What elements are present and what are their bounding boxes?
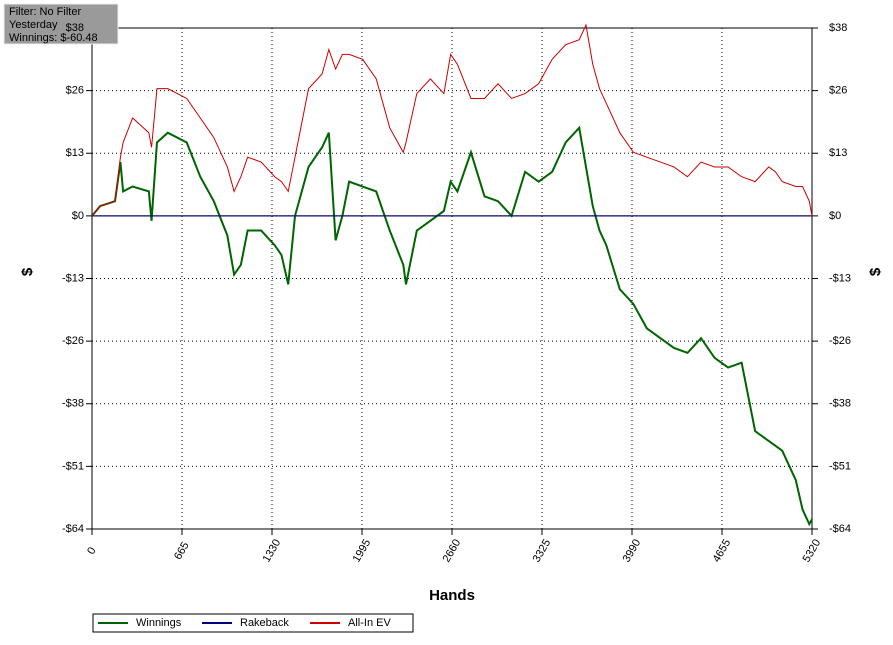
legend-label: Rakeback	[240, 617, 289, 629]
y-tick-label: $13	[66, 147, 84, 159]
y-tick-label: -$38	[62, 398, 84, 410]
x-tick-label: 4655	[711, 537, 734, 564]
x-tick-label: 3325	[531, 537, 554, 564]
y2-tick-label: -$13	[829, 272, 851, 284]
y2-tick-label: -$64	[829, 523, 851, 535]
x-tick-label: 665	[172, 540, 192, 562]
y-tick-label: -$64	[62, 523, 84, 535]
y2-tick-label: $26	[829, 85, 847, 97]
y2-tick-label: $38	[829, 22, 847, 34]
y-tick-label: -$26	[62, 335, 84, 347]
y-tick-label: $0	[72, 210, 84, 222]
y2-axis-label: $	[867, 267, 884, 276]
y-axis-label: $	[19, 267, 36, 276]
y-tick-label: -$51	[62, 460, 84, 472]
legend-label: All-In EV	[348, 617, 391, 629]
series-line	[91, 23, 813, 217]
legend-label: Winnings	[136, 617, 182, 629]
series-line	[91, 125, 813, 527]
y2-tick-label: -$51	[829, 460, 851, 472]
y2-tick-label: $13	[829, 147, 847, 159]
y2-tick-label: -$26	[829, 335, 851, 347]
x-tick-label: 5320	[801, 537, 824, 564]
y-tick-label: $26	[66, 85, 84, 97]
x-axis-label: Hands	[429, 587, 475, 604]
x-tick-label: 1330	[261, 537, 284, 564]
info-box	[3, 3, 119, 45]
info-line: Filter: No Filter	[9, 6, 81, 18]
legend	[92, 613, 414, 633]
info-line: Winnings: $-60.48	[9, 32, 98, 44]
y-tick-label: -$13	[62, 272, 84, 284]
y2-tick-label: $0	[829, 210, 841, 222]
y2-tick-label: -$38	[829, 398, 851, 410]
x-tick-label: 3990	[621, 537, 644, 564]
info-line: Yesterday	[9, 19, 58, 31]
x-tick-label: 1995	[351, 537, 374, 564]
x-tick-label: 0	[85, 545, 98, 556]
x-tick-label: 2660	[441, 537, 464, 564]
y-tick-label: $38	[66, 22, 84, 34]
